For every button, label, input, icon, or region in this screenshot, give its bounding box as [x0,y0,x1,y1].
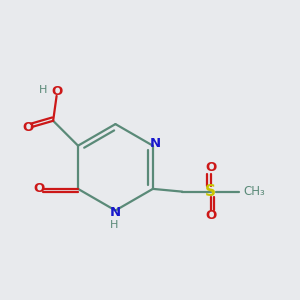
Text: O: O [51,85,62,98]
Text: H: H [39,85,48,95]
Text: O: O [22,121,33,134]
Text: S: S [205,184,216,199]
Text: H: H [110,220,118,230]
Text: N: N [149,137,161,150]
Text: N: N [110,206,121,219]
Text: CH₃: CH₃ [244,185,266,198]
Text: O: O [205,209,216,222]
Text: O: O [34,182,45,195]
Text: O: O [205,161,216,174]
